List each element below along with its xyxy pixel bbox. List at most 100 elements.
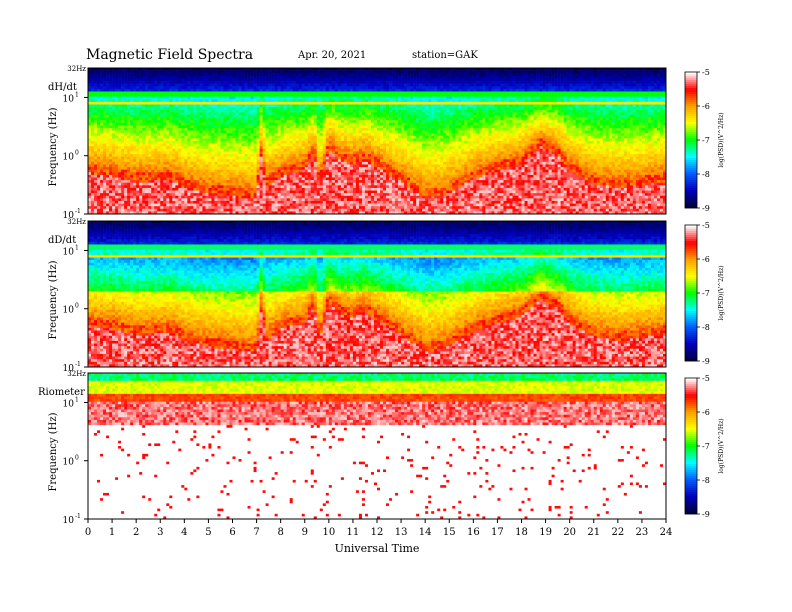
heatmap-cell <box>272 99 275 102</box>
heatmap-cell <box>100 89 103 92</box>
heatmap-cell <box>281 105 284 108</box>
heatmap-cell <box>103 188 106 191</box>
heatmap-cell <box>217 133 220 136</box>
heatmap-cell <box>115 89 118 92</box>
heatmap-cell <box>166 159 169 162</box>
heatmap-cell <box>163 162 166 165</box>
heatmap-cell <box>175 91 178 94</box>
heatmap-cell <box>94 191 97 194</box>
heatmap-cell <box>245 180 248 183</box>
heatmap-cell <box>154 201 157 204</box>
heatmap-cell <box>251 144 254 147</box>
heatmap-cell <box>133 118 136 121</box>
heatmap-cell <box>100 84 103 87</box>
heatmap-cell <box>308 157 311 160</box>
heatmap-cell <box>139 128 142 131</box>
heatmap-cell <box>305 201 308 204</box>
heatmap-cell <box>202 170 205 173</box>
heatmap-cell <box>311 151 314 154</box>
heatmap-cell <box>184 128 187 131</box>
heatmap-cell <box>142 178 145 181</box>
heatmap-cell <box>251 91 254 94</box>
heatmap-cell <box>223 105 226 108</box>
heatmap-cell <box>148 107 151 110</box>
heatmap-cell <box>91 154 94 157</box>
heatmap-cell <box>278 120 281 123</box>
heatmap-cell <box>130 183 133 186</box>
heatmap-cell <box>175 170 178 173</box>
heatmap-cell <box>100 198 103 201</box>
heatmap-cell <box>302 164 305 167</box>
heatmap-cell <box>184 73 187 76</box>
heatmap-cell <box>220 193 223 196</box>
heatmap-cell <box>115 97 118 100</box>
heatmap-cell <box>254 118 257 121</box>
heatmap-cell <box>223 112 226 115</box>
heatmap-cell <box>190 118 193 121</box>
heatmap-cell <box>284 201 287 204</box>
heatmap-cell <box>272 112 275 115</box>
heatmap-cell <box>278 201 281 204</box>
heatmap-cell <box>175 94 178 97</box>
heatmap-cell <box>139 133 142 136</box>
heatmap-cell <box>214 81 217 84</box>
heatmap-cell <box>148 136 151 139</box>
heatmap-cell <box>193 151 196 154</box>
heatmap-cell <box>142 102 145 105</box>
heatmap-cell <box>263 112 266 115</box>
heatmap-cell <box>263 115 266 118</box>
heatmap-cell <box>257 164 260 167</box>
heatmap-cell <box>100 146 103 149</box>
heatmap-cell <box>181 178 184 181</box>
heatmap-cell <box>151 110 154 113</box>
heatmap-cell <box>172 191 175 194</box>
heatmap-cell <box>290 154 293 157</box>
heatmap-cell <box>257 73 260 76</box>
heatmap-cell <box>187 73 190 76</box>
heatmap-cell <box>145 76 148 79</box>
heatmap-cell <box>106 196 109 199</box>
heatmap-cell <box>139 78 142 81</box>
heatmap-cell <box>245 146 248 149</box>
heatmap-cell <box>302 123 305 126</box>
heatmap-cell <box>115 115 118 118</box>
heatmap-cell <box>175 188 178 191</box>
heatmap-cell <box>136 136 139 139</box>
heatmap-cell <box>154 76 157 79</box>
heatmap-cell <box>229 138 232 141</box>
heatmap-cell <box>118 191 121 194</box>
heatmap-cell <box>266 167 269 170</box>
heatmap-cell <box>127 164 130 167</box>
heatmap-cell <box>151 157 154 160</box>
heatmap-cell <box>100 154 103 157</box>
heatmap-cell <box>311 112 314 115</box>
heatmap-cell <box>217 86 220 89</box>
heatmap-cell <box>94 76 97 79</box>
heatmap-cell <box>133 196 136 199</box>
heatmap-cell <box>287 178 290 181</box>
heatmap-cell <box>109 84 112 87</box>
heatmap-cell <box>299 105 302 108</box>
heatmap-cell <box>242 172 245 175</box>
heatmap-cell <box>136 89 139 92</box>
heatmap-cell <box>251 175 254 178</box>
heatmap-cell <box>229 123 232 126</box>
heatmap-cell <box>187 159 190 162</box>
heatmap-cell <box>112 201 115 204</box>
heatmap-cell <box>296 164 299 167</box>
heatmap-cell <box>229 170 232 173</box>
heatmap-cell <box>272 138 275 141</box>
heatmap-cell <box>266 206 269 209</box>
heatmap-cell <box>151 167 154 170</box>
heatmap-cell <box>142 198 145 201</box>
heatmap-cell <box>217 105 220 108</box>
heatmap-cell <box>217 118 220 121</box>
heatmap-cell <box>305 81 308 84</box>
heatmap-cell <box>118 180 121 183</box>
heatmap-cell <box>220 81 223 84</box>
heatmap-cell <box>269 84 272 87</box>
heatmap-cell <box>145 86 148 89</box>
heatmap-cell <box>296 81 299 84</box>
heatmap-cell <box>103 149 106 152</box>
heatmap-cell <box>118 149 121 152</box>
